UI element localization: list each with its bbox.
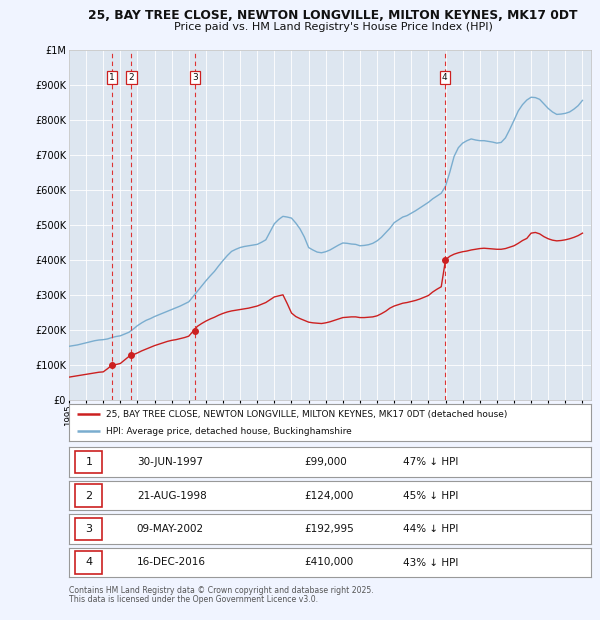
Text: 4: 4 (442, 73, 448, 82)
Text: 09-MAY-2002: 09-MAY-2002 (137, 524, 204, 534)
Text: 1: 1 (85, 457, 92, 467)
Text: Contains HM Land Registry data © Crown copyright and database right 2025.: Contains HM Land Registry data © Crown c… (69, 586, 374, 595)
Text: 2: 2 (85, 490, 92, 500)
FancyBboxPatch shape (75, 451, 103, 473)
Text: 43% ↓ HPI: 43% ↓ HPI (403, 557, 458, 567)
Text: 1: 1 (109, 73, 115, 82)
FancyBboxPatch shape (75, 551, 103, 574)
Text: 4: 4 (85, 557, 92, 567)
Text: 25, BAY TREE CLOSE, NEWTON LONGVILLE, MILTON KEYNES, MK17 0DT (detached house): 25, BAY TREE CLOSE, NEWTON LONGVILLE, MI… (106, 410, 507, 418)
Text: 45% ↓ HPI: 45% ↓ HPI (403, 490, 458, 500)
Text: Price paid vs. HM Land Registry's House Price Index (HPI): Price paid vs. HM Land Registry's House … (173, 22, 493, 32)
Text: 2: 2 (128, 73, 134, 82)
Text: £192,995: £192,995 (304, 524, 353, 534)
Text: 30-JUN-1997: 30-JUN-1997 (137, 457, 203, 467)
Text: £99,000: £99,000 (304, 457, 347, 467)
Text: 44% ↓ HPI: 44% ↓ HPI (403, 524, 458, 534)
Text: £124,000: £124,000 (304, 490, 353, 500)
FancyBboxPatch shape (75, 484, 103, 507)
Text: 3: 3 (192, 73, 198, 82)
Text: HPI: Average price, detached house, Buckinghamshire: HPI: Average price, detached house, Buck… (106, 427, 351, 436)
Text: £410,000: £410,000 (304, 557, 353, 567)
Text: 16-DEC-2016: 16-DEC-2016 (137, 557, 206, 567)
Text: This data is licensed under the Open Government Licence v3.0.: This data is licensed under the Open Gov… (69, 595, 318, 604)
Text: 47% ↓ HPI: 47% ↓ HPI (403, 457, 458, 467)
Text: 25, BAY TREE CLOSE, NEWTON LONGVILLE, MILTON KEYNES, MK17 0DT: 25, BAY TREE CLOSE, NEWTON LONGVILLE, MI… (88, 9, 578, 22)
FancyBboxPatch shape (75, 518, 103, 540)
Text: 21-AUG-1998: 21-AUG-1998 (137, 490, 206, 500)
Text: 3: 3 (85, 524, 92, 534)
